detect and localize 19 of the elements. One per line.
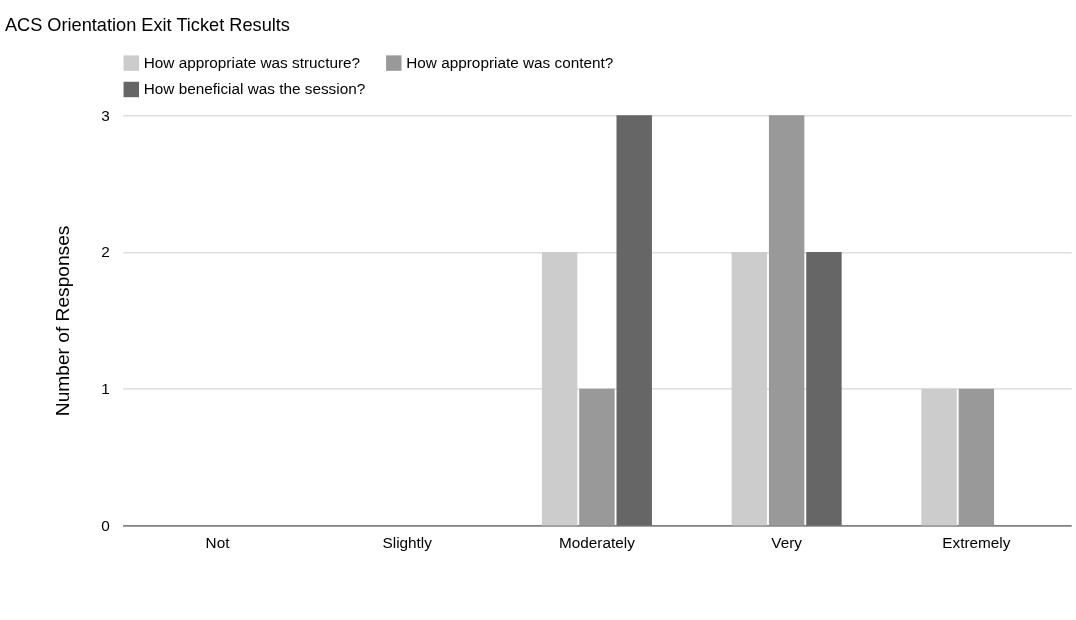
x-tick-label: Very bbox=[771, 533, 803, 551]
x-tick-label: Not bbox=[205, 533, 231, 551]
bar bbox=[768, 115, 805, 526]
x-tick-label: Slightly bbox=[382, 533, 433, 551]
chart-title: ACS Orientation Exit Ticket Results bbox=[4, 15, 290, 36]
bar bbox=[958, 388, 995, 526]
y-tick-label: 3 bbox=[101, 106, 110, 124]
bar bbox=[806, 252, 842, 526]
x-tick-label: Moderately bbox=[559, 533, 636, 551]
y-tick-label: 0 bbox=[101, 516, 110, 534]
legend-label: How appropriate was content? bbox=[406, 53, 614, 71]
y-axis-title: Number of Responses bbox=[51, 225, 73, 417]
legend-label: How beneficial was the session? bbox=[143, 80, 366, 98]
bar bbox=[579, 388, 615, 526]
legend-label: How appropriate was structure? bbox=[143, 53, 361, 71]
x-tick-label: Extremely bbox=[942, 533, 1011, 551]
bar bbox=[616, 115, 652, 526]
y-tick-label: 2 bbox=[101, 243, 110, 261]
y-tick-label: 1 bbox=[101, 380, 110, 398]
